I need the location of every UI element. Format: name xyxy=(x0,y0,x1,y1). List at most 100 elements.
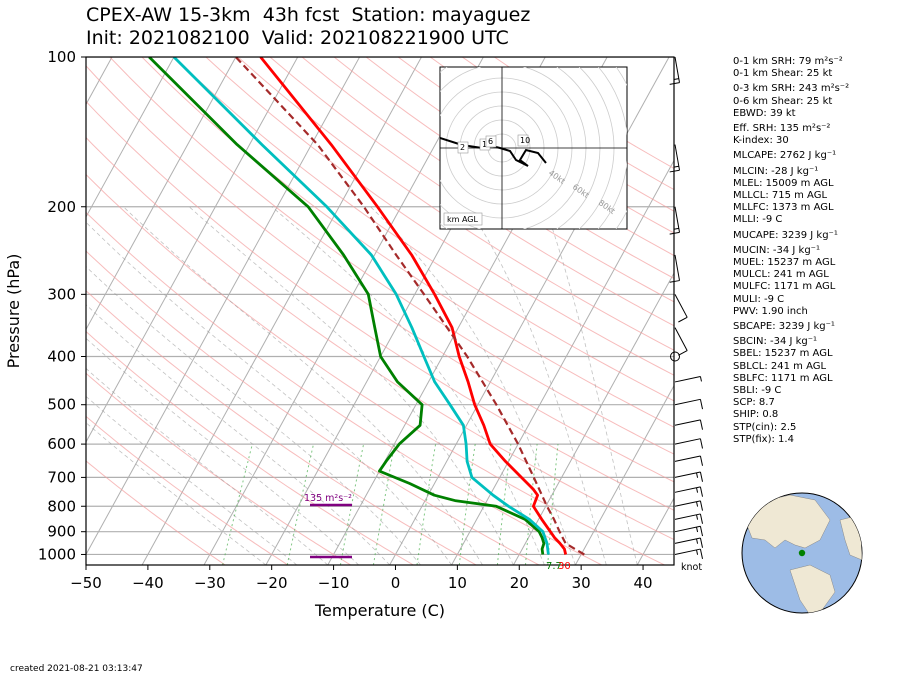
hodograph-trace xyxy=(440,137,547,167)
parameter-line: MULI: -9 C xyxy=(733,293,785,305)
temperature-line xyxy=(259,57,568,555)
hodograph-height-label: 10 xyxy=(520,136,530,145)
mixing-ratio-line xyxy=(286,443,314,565)
y-tick-label: 1000 xyxy=(38,545,76,563)
wind-barb-calm xyxy=(670,351,680,362)
dry-adiabat xyxy=(86,136,674,541)
dry-adiabat xyxy=(86,173,665,565)
y-tick-label: 700 xyxy=(47,468,76,486)
wind-barb-flag xyxy=(699,399,703,410)
parameter-line: Eff. SRH: 135 m²s⁻² xyxy=(733,123,831,135)
dewpoint-line xyxy=(148,57,546,555)
y-tick-label: 900 xyxy=(47,523,76,541)
wind-barb xyxy=(669,206,681,235)
isotherm-line xyxy=(86,57,299,443)
parameter-line: MUEL: 15237 m AGL xyxy=(733,257,836,269)
dry-adiabat xyxy=(205,57,674,376)
dry-adiabat xyxy=(109,57,674,455)
wind-barb-flag xyxy=(699,438,703,449)
north-america xyxy=(744,494,831,549)
isotherm-line xyxy=(86,57,361,556)
wind-barb-staff xyxy=(674,455,701,462)
wind-barb-staff xyxy=(674,438,701,445)
wind-barb-flag xyxy=(699,500,703,511)
dry-adiabat xyxy=(173,57,674,402)
dry-adiabat xyxy=(86,460,226,565)
dry-adiabat xyxy=(269,57,674,327)
dry-adiabat xyxy=(86,100,674,511)
y-tick-label: 200 xyxy=(47,198,76,216)
mixing-ratio-line xyxy=(416,444,437,565)
wind-barb xyxy=(674,513,703,524)
dry-adiabat xyxy=(333,57,674,279)
parameter-line: 0-6 km Shear: 25 kt xyxy=(733,95,833,107)
sounding-parameters: 0-1 km SRH: 79 m²s⁻² 0-1 km Shear: 25 kt 0… xyxy=(733,56,849,446)
wind-barb xyxy=(669,254,681,283)
x-tick-label: 10 xyxy=(448,574,467,592)
dry-adiabat xyxy=(86,211,602,565)
moist-adiabat xyxy=(544,206,638,565)
wind-barb-flag xyxy=(696,472,699,478)
surface-temp-label: 30 xyxy=(558,561,571,572)
hodograph-label-box xyxy=(443,212,483,226)
mixing-ratio-line xyxy=(525,444,538,565)
moist-adiabat xyxy=(86,221,452,565)
hodograph-height-box xyxy=(457,141,469,154)
x-tick-label: −10 xyxy=(318,574,350,592)
wind-barb-flag xyxy=(669,231,680,235)
wind-barb-staff xyxy=(674,548,701,555)
parameter-line: SHIP: 0.8 xyxy=(733,409,779,421)
isotherm-line xyxy=(451,159,674,565)
moist-adiabat xyxy=(188,206,514,565)
wind-barb-flag xyxy=(699,548,703,559)
wind-barb-flag xyxy=(669,169,680,173)
x-axis-label: Temperature (C) xyxy=(314,601,445,620)
hodograph-height-label: 6 xyxy=(488,137,493,146)
plot-frame xyxy=(85,56,675,566)
parameter-line: EBWD: 39 kt xyxy=(733,107,796,119)
wind-barb-flag xyxy=(696,538,699,544)
station-marker xyxy=(798,549,806,557)
parameter-line: MULFC: 1171 m AGL xyxy=(733,281,836,293)
parameter-line: SBCIN: -34 J kg⁻¹ xyxy=(733,336,818,348)
created-timestamp: created 2021-08-21 03:13:47 xyxy=(10,664,143,674)
x-tick-label: −40 xyxy=(132,574,164,592)
wind-barb xyxy=(674,548,703,559)
wind-barb-flag xyxy=(696,514,699,520)
y-tick-label: 300 xyxy=(47,285,76,303)
wind-barb xyxy=(674,537,703,548)
wind-barb xyxy=(674,525,703,537)
dry-adiabat xyxy=(237,57,674,351)
parameter-line: SBLCL: 241 m AGL xyxy=(733,360,827,372)
x-tick-label: 40 xyxy=(634,574,653,592)
wind-barb-staff xyxy=(674,419,701,426)
x-tick-label: 0 xyxy=(391,574,401,592)
dry-adiabat xyxy=(141,57,674,428)
mixing-ratio-line xyxy=(458,444,476,565)
dry-adiabat xyxy=(86,250,540,565)
isotherm-line xyxy=(574,384,674,565)
parameter-line: 0-1 km SRH: 79 m²s⁻² xyxy=(733,56,843,67)
parameter-line: K-index: 30 xyxy=(733,135,789,147)
hodograph-height-box xyxy=(517,134,529,147)
wind-barb-flag xyxy=(699,471,703,482)
y-tick-label: 600 xyxy=(47,435,76,453)
parameter-line: SCP: 8.7 xyxy=(733,397,775,409)
moist-adiabat xyxy=(86,337,359,565)
parameter-line: 0-3 km SRH: 243 m²s⁻² xyxy=(733,83,850,95)
y-tick-label: 100 xyxy=(47,48,76,66)
wind-barb-staff xyxy=(674,327,688,351)
wind-barb xyxy=(674,471,703,482)
chart-title: CPEX-AW 15-3km 43h fcst Station: mayague… xyxy=(86,4,531,26)
wind-barb-staff xyxy=(674,294,688,318)
wind-barb-flag xyxy=(673,227,679,230)
wind-barb-staff xyxy=(674,513,701,520)
wind-barb xyxy=(669,56,681,85)
srh-bar-label: 135 m²s⁻² xyxy=(304,493,352,504)
wind-barb xyxy=(674,327,688,356)
parameter-line: MLLFC: 1373 m AGL xyxy=(733,202,834,214)
y-tick-label: 500 xyxy=(47,396,76,414)
wind-barb-staff xyxy=(674,486,701,493)
wind-barb-flag xyxy=(669,82,680,85)
